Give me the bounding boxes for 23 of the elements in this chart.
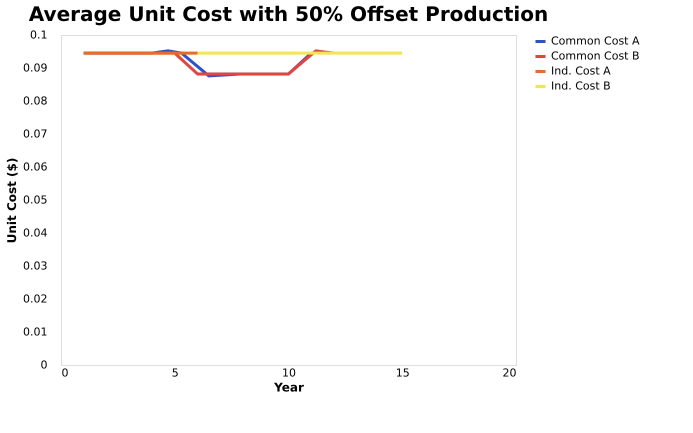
y-tick-label: 0 <box>40 358 48 372</box>
y-tick-label: 0.07 <box>23 128 48 140</box>
y-tick-label: 0.09 <box>23 62 48 74</box>
legend-label: Ind. Cost B <box>551 80 611 92</box>
y-tick-label: 0.08 <box>23 94 48 108</box>
x-tick-label: 0 <box>62 366 68 380</box>
x-tick-label: 15 <box>396 366 410 380</box>
legend-label: Common Cost A <box>551 34 640 48</box>
y-tick-label: 0.01 <box>23 326 48 338</box>
y-tick-label: 0.02 <box>23 292 48 306</box>
y-tick-label: 0.03 <box>23 260 48 272</box>
x-tick-label: 10 <box>282 366 296 380</box>
y-tick-label: 0.04 <box>23 226 48 240</box>
x-tick-label: 5 <box>172 366 179 380</box>
legend-label: Ind. Cost A <box>551 64 612 78</box>
chart-title: Average Unit Cost with 50% Offset Production <box>28 2 548 26</box>
y-tick-label: 0.06 <box>23 160 48 174</box>
y-tick-label: 0.05 <box>23 194 48 206</box>
x-tick-label: 20 <box>502 366 516 380</box>
legend-label: Common Cost B <box>551 50 640 62</box>
y-tick-label: 0.1 <box>30 28 48 42</box>
y-axis-title: Unit Cost ($) <box>5 158 20 244</box>
x-axis-title: Year <box>273 380 304 394</box>
